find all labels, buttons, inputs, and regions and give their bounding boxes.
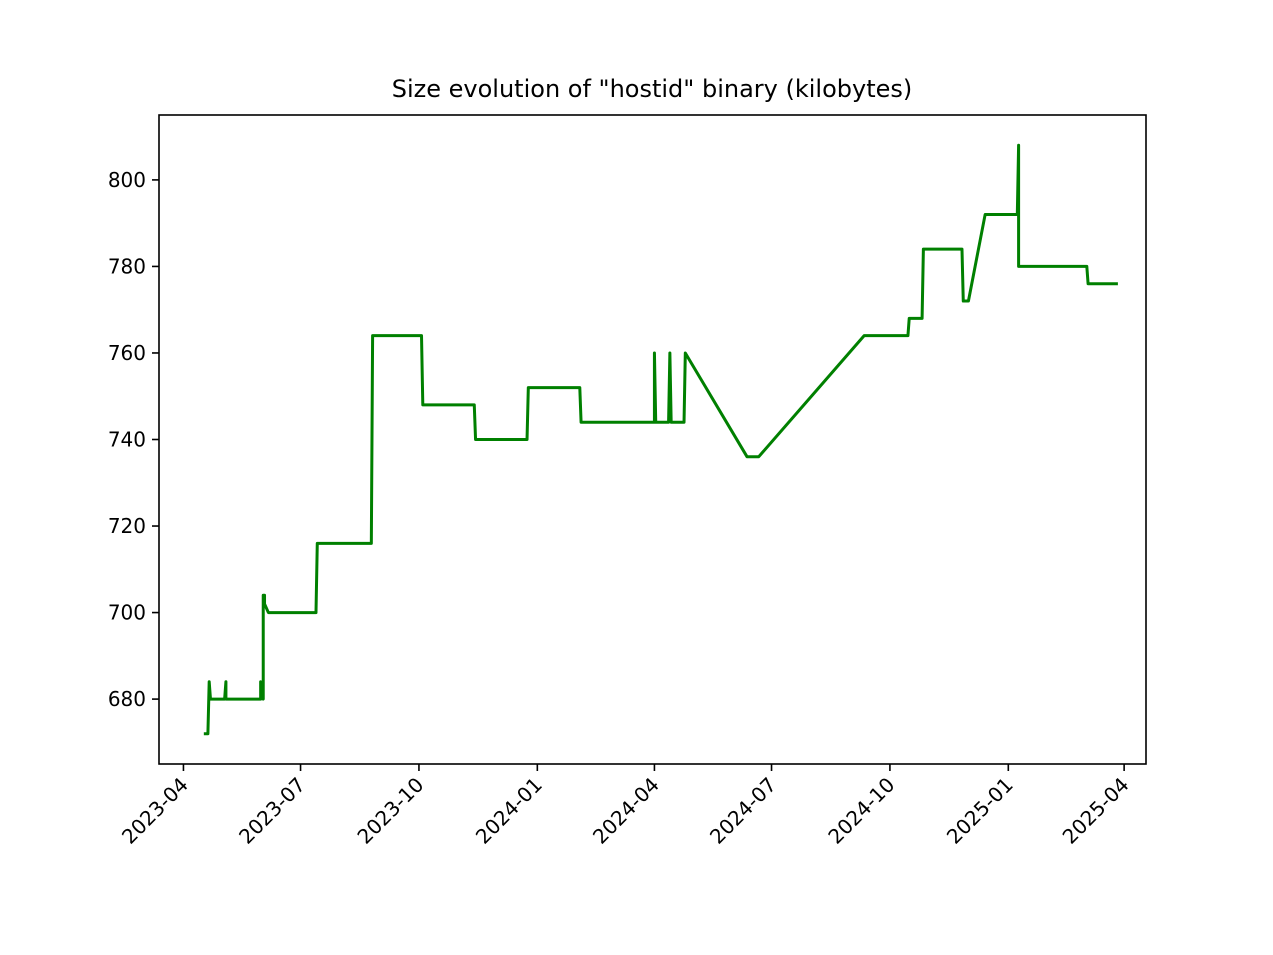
data-point (422, 404, 424, 406)
data-point (908, 317, 911, 320)
data-point (225, 698, 227, 700)
data-point (683, 421, 685, 423)
data-point (371, 334, 374, 337)
x-tick-label: 2024-01 (471, 773, 547, 849)
data-point (207, 732, 209, 735)
data-point (315, 611, 317, 614)
data-point (212, 698, 214, 700)
x-tick-label: 2024-07 (705, 773, 781, 849)
x-tick-label: 2025-01 (942, 773, 1018, 849)
x-tick-label: 2024-04 (588, 773, 664, 849)
y-tick-label: 740 (108, 428, 146, 452)
x-tick-label: 2023-07 (234, 773, 310, 849)
data-point (1087, 282, 1089, 285)
data-point (922, 248, 925, 250)
data-point (262, 594, 265, 597)
y-tick-label: 720 (108, 514, 146, 538)
data-point (653, 421, 656, 423)
data-point (204, 732, 207, 735)
data-point (757, 456, 760, 458)
data-point (1017, 265, 1020, 268)
data-point (967, 300, 970, 302)
data-point (263, 594, 266, 597)
data-point (259, 680, 262, 683)
y-tick-label: 760 (108, 341, 146, 365)
chart-title: Size evolution of "hostid" binary (kilob… (392, 75, 913, 103)
data-point (263, 603, 266, 605)
data-point (684, 352, 687, 354)
data-point (670, 421, 672, 423)
data-point (267, 611, 270, 614)
data-point (746, 456, 748, 458)
data-point (669, 352, 671, 354)
y-tick-label: 780 (108, 254, 146, 278)
data-point (1016, 213, 1019, 216)
series-line-0 (203, 143, 1118, 736)
data-point (526, 438, 528, 441)
y-tick-label: 800 (108, 168, 146, 192)
data-point (208, 680, 210, 683)
x-tick-label: 2023-04 (117, 773, 193, 849)
x-tick-label: 2023-10 (352, 773, 428, 849)
data-point (262, 698, 265, 700)
data-point (1115, 282, 1118, 285)
data-point (921, 317, 923, 320)
data-point (527, 386, 530, 389)
data-point (984, 213, 986, 216)
x-tick-label: 2024-10 (823, 773, 899, 849)
data-point (316, 542, 319, 545)
data-point (259, 698, 262, 700)
data-point (578, 386, 581, 389)
plot-frame (158, 114, 1147, 765)
data-point (1019, 265, 1021, 268)
data-point (962, 300, 965, 302)
data-point (223, 698, 226, 700)
data-point (474, 438, 477, 441)
x-tick-label: 2025-04 (1058, 773, 1134, 849)
data-point (225, 680, 227, 683)
data-point (1017, 144, 1020, 147)
data-point (473, 404, 476, 406)
data-point (863, 334, 865, 337)
data-point (667, 421, 670, 423)
data-point (209, 698, 212, 700)
data-point (654, 421, 657, 423)
y-tick-label: 700 (108, 601, 146, 625)
data-point (580, 421, 582, 423)
data-point (370, 542, 373, 545)
data-point (1086, 265, 1088, 268)
data-point (420, 334, 423, 337)
data-point (653, 352, 656, 354)
data-point (961, 248, 963, 250)
data-point (907, 334, 909, 337)
y-tick-label: 680 (108, 687, 146, 711)
